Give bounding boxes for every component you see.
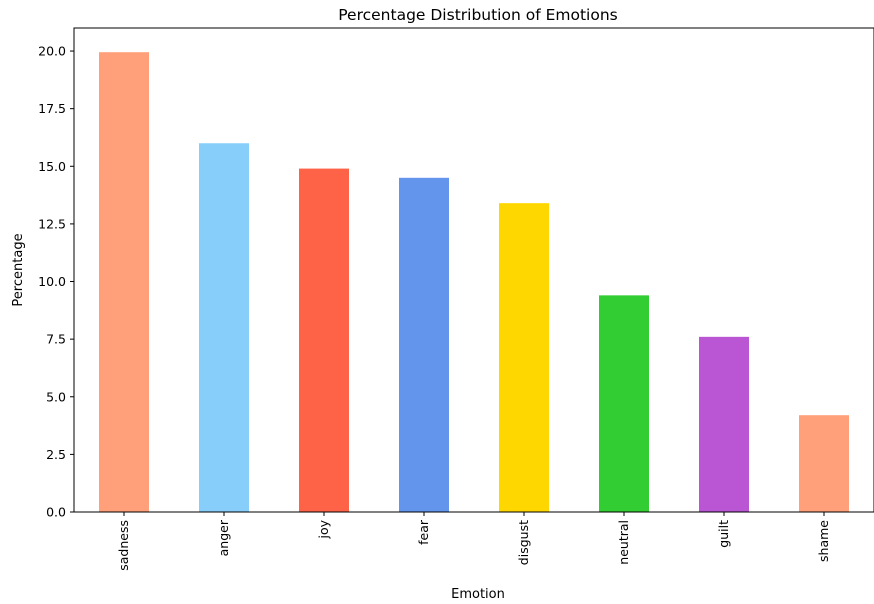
y-tick-label: 12.5	[38, 216, 66, 231]
bar-disgust	[499, 203, 549, 512]
x-axis-title: Emotion	[451, 587, 505, 602]
bar-neutral	[599, 295, 649, 512]
y-tick-label: 15.0	[38, 159, 66, 174]
y-tick-label: 10.0	[38, 274, 66, 289]
bar-joy	[299, 168, 349, 513]
x-tick-label: joy	[316, 519, 331, 539]
chart-title: Percentage Distribution of Emotions	[338, 6, 617, 24]
x-tick-label: anger	[216, 519, 231, 556]
y-tick-label: 7.5	[46, 332, 66, 347]
bar-fear	[399, 177, 449, 513]
x-tick-label: disgust	[516, 520, 531, 565]
x-tick-label: shame	[816, 520, 831, 562]
y-axis-title: Percentage	[11, 233, 26, 306]
y-tick-label: 20.0	[38, 44, 66, 59]
bars-group	[99, 52, 849, 513]
y-tick-label: 0.0	[46, 505, 66, 520]
plot-frame	[73, 27, 874, 513]
y-tick-label: 5.0	[46, 389, 66, 404]
x-axis-ticks: sadness anger joy fear disgust neutral guilt sh…	[116, 512, 831, 571]
bar-guilt	[699, 336, 749, 512]
bar-shame	[799, 415, 849, 512]
y-axis-ticks: 0.0 2.5 5.0 7.5 10.0 12.5 15.0 17.5 20.0	[38, 44, 74, 520]
x-tick-label: guilt	[716, 520, 731, 548]
y-tick-label: 17.5	[38, 101, 66, 116]
bar-sadness	[99, 52, 149, 512]
x-tick-label: neutral	[616, 520, 631, 565]
x-tick-label: fear	[416, 519, 431, 545]
y-tick-label: 2.5	[46, 447, 66, 462]
x-tick-label: sadness	[116, 520, 131, 571]
bar-anger	[199, 143, 249, 512]
